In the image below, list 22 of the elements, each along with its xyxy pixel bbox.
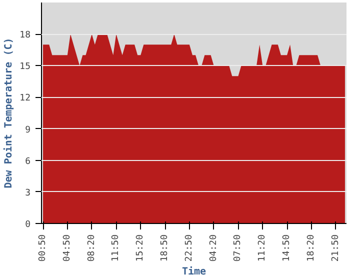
y-tick-label: 6 — [25, 156, 31, 167]
x-tick-label: 22:50 — [184, 234, 194, 262]
y-tick-label: 18 — [20, 30, 31, 41]
x-tick-label: 11:20 — [258, 234, 268, 262]
x-tick-label: 21:50 — [330, 234, 341, 262]
x-axis-title: Time — [182, 266, 206, 278]
x-tick-label: 11:50 — [111, 234, 122, 262]
y-tick-label: 0 — [25, 220, 31, 230]
y-axis-title: Dew Point Temperature (C) — [2, 38, 15, 188]
x-tick-label: 14:50 — [282, 234, 292, 262]
x-tick-label: 15:20 — [136, 234, 146, 262]
y-tick-label: 12 — [20, 94, 31, 104]
x-tick-label: 04:20 — [208, 234, 219, 262]
y-tick-label: 15 — [20, 62, 31, 72]
x-tick-label: 08:20 — [86, 234, 97, 262]
x-tick-label: 07:50 — [233, 234, 244, 262]
y-tick-label: 3 — [25, 188, 31, 198]
x-tick-label: 18:20 — [306, 234, 316, 262]
y-tick-label: 9 — [25, 125, 31, 136]
x-tick-label: 00:50 — [38, 234, 48, 262]
x-tick-label: 04:50 — [62, 234, 72, 262]
x-tick-label: 18:50 — [160, 234, 170, 262]
